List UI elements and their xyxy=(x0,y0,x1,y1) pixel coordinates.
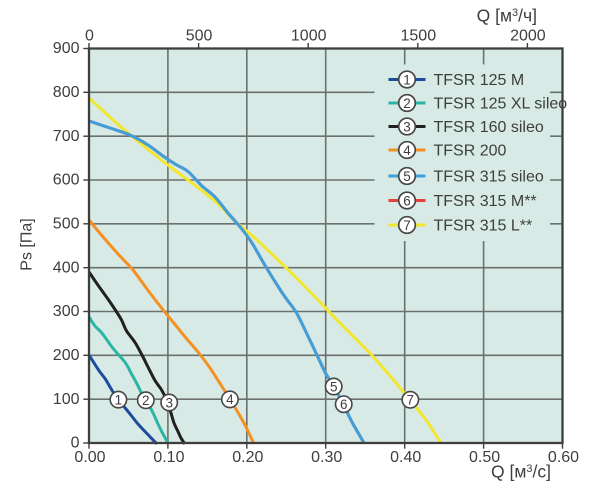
svg-text:200: 200 xyxy=(53,347,80,364)
svg-text:0.60: 0.60 xyxy=(548,449,579,466)
svg-text:0.30: 0.30 xyxy=(311,449,342,466)
svg-text:2: 2 xyxy=(403,96,411,111)
svg-text:900: 900 xyxy=(53,40,80,57)
svg-text:1000: 1000 xyxy=(291,28,327,45)
svg-text:0.40: 0.40 xyxy=(390,449,421,466)
svg-text:700: 700 xyxy=(53,128,80,145)
svg-text:400: 400 xyxy=(53,259,80,276)
svg-text:4: 4 xyxy=(226,392,234,407)
svg-text:1: 1 xyxy=(115,392,123,407)
svg-text:4: 4 xyxy=(403,143,411,158)
svg-text:0: 0 xyxy=(71,435,80,452)
svg-text:3: 3 xyxy=(165,395,173,410)
svg-text:100: 100 xyxy=(53,391,80,408)
svg-text:7: 7 xyxy=(403,218,411,233)
svg-text:0.10: 0.10 xyxy=(153,449,184,466)
svg-text:TFSR 315 M**: TFSR 315 M** xyxy=(434,193,537,210)
svg-text:Q [м3/с]: Q [м3/с] xyxy=(491,462,551,482)
svg-text:0.00: 0.00 xyxy=(74,449,105,466)
svg-text:TFSR 125 XL sileo: TFSR 125 XL sileo xyxy=(434,96,568,113)
svg-text:1500: 1500 xyxy=(401,28,437,45)
svg-text:800: 800 xyxy=(53,84,80,101)
svg-text:TFSR 315 L**: TFSR 315 L** xyxy=(434,218,533,235)
svg-text:500: 500 xyxy=(53,216,80,233)
svg-text:TFSR 125 M: TFSR 125 M xyxy=(434,72,525,89)
svg-text:5: 5 xyxy=(330,379,338,394)
svg-text:6: 6 xyxy=(403,193,411,208)
svg-text:TFSR 315 sileo: TFSR 315 sileo xyxy=(434,169,544,186)
svg-text:3: 3 xyxy=(403,119,411,134)
svg-text:TFSR 160 sileo: TFSR 160 sileo xyxy=(434,119,544,136)
svg-text:0.20: 0.20 xyxy=(232,449,263,466)
svg-text:600: 600 xyxy=(53,172,80,189)
svg-text:Ps [Па]: Ps [Па] xyxy=(19,218,36,270)
svg-text:7: 7 xyxy=(407,393,415,408)
svg-text:1: 1 xyxy=(403,72,411,87)
svg-text:TFSR 200: TFSR 200 xyxy=(434,143,507,160)
svg-text:6: 6 xyxy=(340,397,348,412)
svg-text:Q [м3/ч]: Q [м3/ч] xyxy=(477,6,537,26)
svg-text:5: 5 xyxy=(403,169,411,184)
svg-text:2: 2 xyxy=(142,393,150,408)
svg-text:500: 500 xyxy=(186,28,213,45)
svg-text:0.50: 0.50 xyxy=(469,449,500,466)
svg-text:0: 0 xyxy=(85,28,94,45)
svg-text:300: 300 xyxy=(53,303,80,320)
svg-text:2000: 2000 xyxy=(510,28,546,45)
